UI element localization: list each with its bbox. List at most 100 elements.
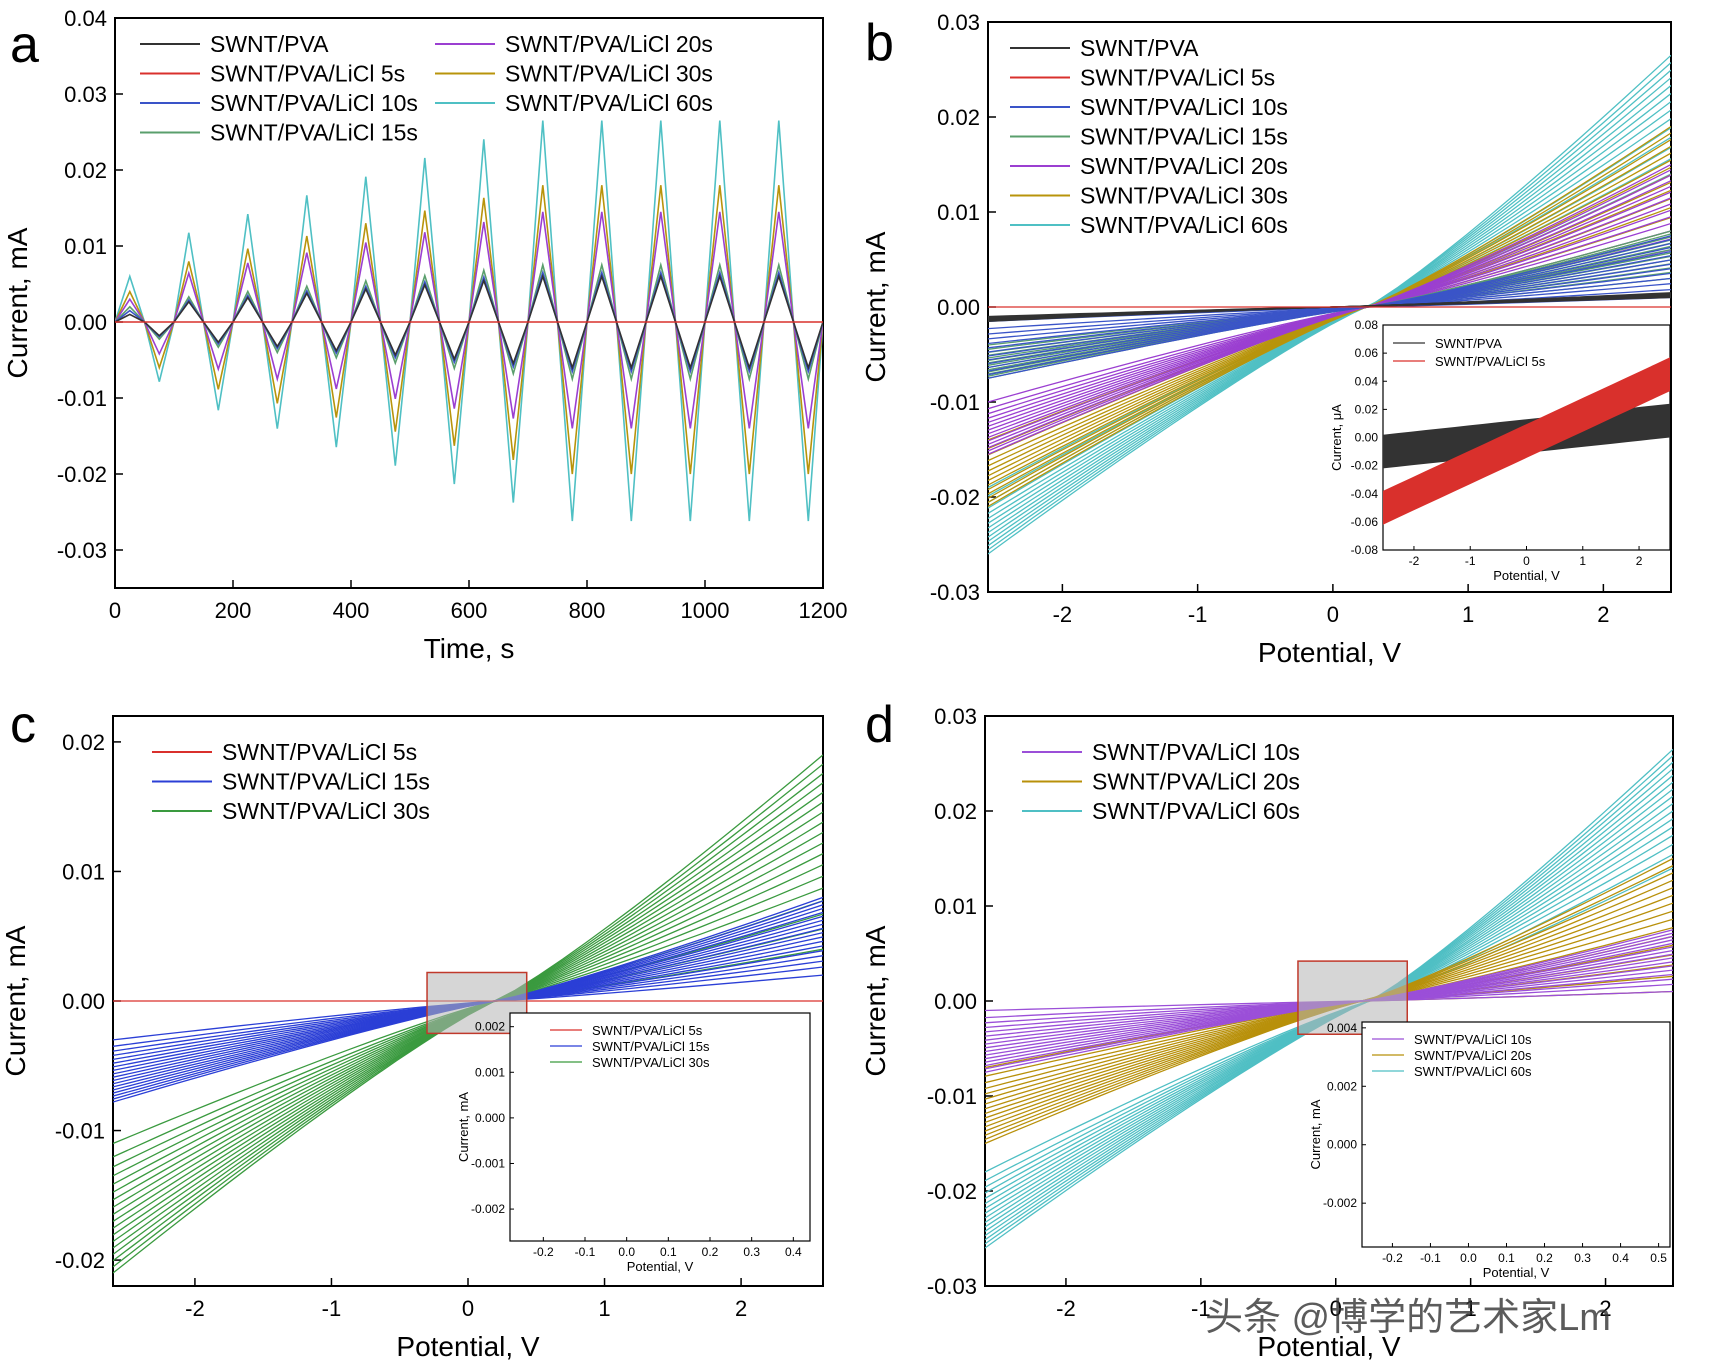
x-tick-label: -0.2 xyxy=(1382,1251,1403,1265)
y-axis-title: Current, mA xyxy=(860,231,891,382)
y-tick-label: -0.03 xyxy=(930,580,980,605)
x-tick-label: 0.2 xyxy=(702,1245,719,1259)
legend-label: SWNT/PVA/LiCl 5s xyxy=(1435,354,1546,369)
x-tick-label: -0.1 xyxy=(1420,1251,1441,1265)
y-axis-title: Current, mA xyxy=(456,1092,471,1162)
x-axis-title: Potential, V xyxy=(1258,637,1402,668)
y-tick-label: -0.01 xyxy=(927,1084,977,1109)
inset-d: -0.2 -0.1 0.0 0.1 0.2 0.3 0.4 0.5 -0.002 0.000 0.0… xyxy=(1308,1021,1671,1280)
inset-plot-frame xyxy=(1361,1021,1671,1248)
x-tick-label: -1 xyxy=(322,1296,342,1321)
x-tick-label: -2 xyxy=(1053,602,1073,627)
y-tick-label: -0.002 xyxy=(471,1202,505,1216)
panel-letter-c: c xyxy=(10,696,36,754)
y-tick-label: 0.02 xyxy=(934,799,977,824)
x-tick-label: 2 xyxy=(1597,602,1609,627)
legend-label: SWNT/PVA/LiCl 5s xyxy=(1080,65,1275,91)
y-tick-label: 0.01 xyxy=(62,859,105,884)
y-tick-label: 0.00 xyxy=(1355,431,1379,445)
x-tick-label: -1 xyxy=(1188,602,1208,627)
inset-plot-frame xyxy=(509,1012,811,1242)
y-tick-label: -0.001 xyxy=(471,1156,505,1170)
x-tick-label: 0 xyxy=(1523,554,1530,568)
y-tick-label: -0.01 xyxy=(930,390,980,415)
x-axis-title: Potential, V xyxy=(1493,568,1560,583)
panel-c: -2 -1 0 1 2 -0.02 -0.01 0.00 0.01 0.02 Potential, … xyxy=(0,696,824,1362)
x-axis-title: Potential, V xyxy=(627,1259,694,1274)
y-tick-label: 0.08 xyxy=(1355,318,1379,332)
x-tick-label: 0 xyxy=(462,1296,474,1321)
x-tick-label: -1 xyxy=(1191,1296,1211,1321)
legend-label: SWNT/PVA/LiCl 5s xyxy=(222,739,417,765)
y-tick-label: 0.02 xyxy=(64,158,107,183)
legend-label: SWNT/PVA/LiCl 10s xyxy=(1414,1032,1532,1047)
inset-b: -2 -1 0 1 2 -0.08 -0.06 -0.04 -0.02 0.00 0.02 0.04 0… xyxy=(1329,318,1671,583)
iv-curve xyxy=(988,125,1671,508)
x-axis-title: Potential, V xyxy=(1483,1265,1550,1280)
x-tick-label: 2 xyxy=(1636,554,1643,568)
y-tick-label: -0.01 xyxy=(57,386,107,411)
y-tick-label: 0.03 xyxy=(937,10,980,35)
y-tick-label: -0.02 xyxy=(55,1248,105,1273)
x-tick-label: -1 xyxy=(1465,554,1476,568)
y-tick-label: 0.01 xyxy=(934,894,977,919)
y-tick-label: 0.02 xyxy=(937,105,980,130)
legend-label: SWNT/PVA xyxy=(1080,35,1199,61)
y-tick-label: 0.06 xyxy=(1355,346,1379,360)
data-series-group xyxy=(115,120,823,522)
x-tick-label: 0.3 xyxy=(743,1245,760,1259)
legend-label: SWNT/PVA/LiCl 60s xyxy=(1080,212,1288,238)
x-tick-label: -0.2 xyxy=(533,1245,554,1259)
y-tick-label: 0.000 xyxy=(1327,1138,1357,1152)
legend-label: SWNT/PVA/LiCl 20s xyxy=(505,31,713,57)
y-tick-label: 0.02 xyxy=(62,730,105,755)
y-axis-title: Current, mA xyxy=(860,925,891,1076)
x-tick-label: 0.0 xyxy=(618,1245,635,1259)
x-tick-label: 0.2 xyxy=(1536,1251,1553,1265)
y-axis-title: Current, mA xyxy=(0,925,31,1076)
y-tick-label: -0.06 xyxy=(1351,515,1379,529)
y-tick-label: 0.00 xyxy=(64,310,107,335)
y-tick-label: -0.02 xyxy=(927,1179,977,1204)
x-tick-label: 0.1 xyxy=(660,1245,677,1259)
x-tick-label: 800 xyxy=(569,598,606,623)
y-tick-label: -0.002 xyxy=(1323,1196,1357,1210)
y-tick-label: 0.00 xyxy=(937,295,980,320)
y-axis-title: Current, mA xyxy=(1308,1099,1323,1169)
x-tick-label: 0.4 xyxy=(1612,1251,1629,1265)
data-series-group xyxy=(988,54,1671,555)
x-tick-label: 0 xyxy=(109,598,121,623)
y-tick-label: 0.03 xyxy=(934,704,977,729)
legend-label: SWNT/PVA/LiCl 5s xyxy=(210,61,405,87)
legend-label: SWNT/PVA/LiCl 15s xyxy=(592,1039,710,1054)
inset-c: -0.2 -0.1 0.0 0.1 0.2 0.3 0.4 -0.002 -0.001 0.000… xyxy=(456,1012,811,1274)
legend-label: SWNT/PVA/LiCl 5s xyxy=(592,1023,703,1038)
legend-label: SWNT/PVA/LiCl 20s xyxy=(1414,1048,1532,1063)
panel-letter-b: b xyxy=(865,14,894,72)
x-tick-label: 1 xyxy=(1462,602,1474,627)
legend-label: SWNT/PVA/LiCl 30s xyxy=(505,61,713,87)
legend-label: SWNT/PVA/LiCl 10s xyxy=(1092,739,1300,765)
legend-label: SWNT/PVA/LiCl 15s xyxy=(222,769,430,795)
y-tick-label: 0.00 xyxy=(62,989,105,1014)
y-tick-label: 0.02 xyxy=(1355,402,1379,416)
y-axis-title: Current, μA xyxy=(1329,404,1344,471)
legend-label: SWNT/PVA xyxy=(210,31,329,57)
panel-letter-a: a xyxy=(10,16,39,74)
iv-curve xyxy=(988,54,1671,555)
legend-label: SWNT/PVA/LiCl 20s xyxy=(1092,769,1300,795)
y-tick-label: -0.03 xyxy=(57,538,107,563)
y-tick-label: -0.04 xyxy=(1351,487,1379,501)
legend-label: SWNT/PVA/LiCl 15s xyxy=(1080,124,1288,150)
y-axis-title: Current, mA xyxy=(2,227,33,378)
y-tick-label: 0.03 xyxy=(64,82,107,107)
x-tick-label: 0.0 xyxy=(1460,1251,1477,1265)
y-tick-label: 0.01 xyxy=(64,234,107,259)
y-tick-label: 0.002 xyxy=(1327,1079,1357,1093)
y-tick-label: 0.00 xyxy=(934,989,977,1014)
panel-letter-d: d xyxy=(865,696,894,754)
x-axis-title: Potential, V xyxy=(1257,1331,1401,1362)
legend-label: SWNT/PVA/LiCl 30s xyxy=(222,798,430,824)
x-tick-label: 0 xyxy=(1330,1296,1342,1321)
